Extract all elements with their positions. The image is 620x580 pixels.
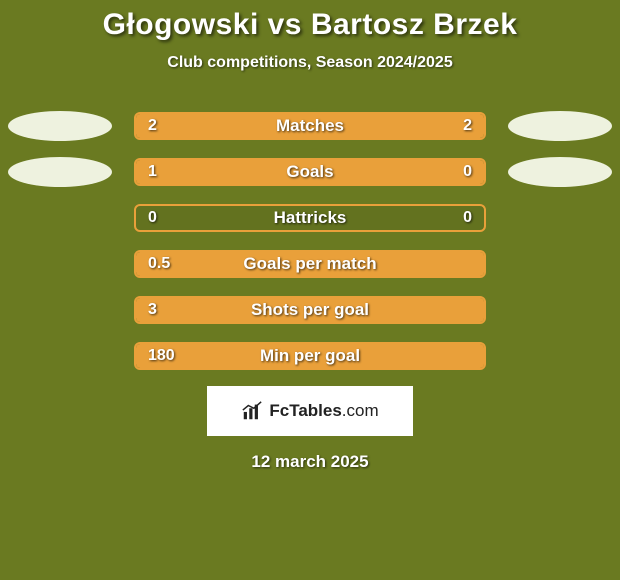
stat-bar-track: 1 0 Goals <box>134 158 486 186</box>
stat-bar-track: 3 Shots per goal <box>134 296 486 324</box>
stat-value-left: 1 <box>148 163 157 181</box>
stat-label: Min per goal <box>260 346 360 366</box>
stat-value-left: 0.5 <box>148 255 170 273</box>
date-label: 12 march 2025 <box>0 452 620 472</box>
chart-icon <box>241 400 263 422</box>
stat-value-left: 180 <box>148 347 175 365</box>
player-badge-left <box>8 111 112 141</box>
logo-text: FcTables.com <box>269 401 378 421</box>
comparison-card: Głogowski vs Bartosz Brzek Club competit… <box>0 0 620 580</box>
stat-row: 180 Min per goal <box>0 342 620 370</box>
stat-label: Hattricks <box>274 208 347 228</box>
stat-row: 0.5 Goals per match <box>0 250 620 278</box>
logo-box[interactable]: FcTables.com <box>207 386 413 436</box>
stat-label: Matches <box>276 116 344 136</box>
stat-row: 2 2 Matches <box>0 112 620 140</box>
stat-bar-track: 180 Min per goal <box>134 342 486 370</box>
stat-row: 1 0 Goals <box>0 158 620 186</box>
logo-domain: .com <box>342 401 379 420</box>
stat-rows: 2 2 Matches 1 0 Goals 0 0 Hattricks 0.5 Goals per … <box>0 112 620 370</box>
stat-value-left: 0 <box>148 209 157 227</box>
stat-bar-track: 0 0 Hattricks <box>134 204 486 232</box>
stat-value-right: 0 <box>463 209 472 227</box>
stat-value-right: 2 <box>463 117 472 135</box>
player-badge-right <box>508 157 612 187</box>
stat-bar-track: 2 2 Matches <box>134 112 486 140</box>
stat-value-left: 2 <box>148 117 157 135</box>
subtitle: Club competitions, Season 2024/2025 <box>0 54 620 72</box>
stat-row: 3 Shots per goal <box>0 296 620 324</box>
stat-label: Goals per match <box>243 254 376 274</box>
player-badge-right <box>508 111 612 141</box>
stat-label: Shots per goal <box>251 300 369 320</box>
stat-value-right: 0 <box>463 163 472 181</box>
player-badge-left <box>8 157 112 187</box>
stat-bar-left <box>136 160 397 184</box>
page-title: Głogowski vs Bartosz Brzek <box>0 8 620 42</box>
stat-bar-track: 0.5 Goals per match <box>134 250 486 278</box>
stat-row: 0 0 Hattricks <box>0 204 620 232</box>
stat-label: Goals <box>286 162 333 182</box>
stat-value-left: 3 <box>148 301 157 319</box>
logo-main: FcTables <box>269 401 341 420</box>
